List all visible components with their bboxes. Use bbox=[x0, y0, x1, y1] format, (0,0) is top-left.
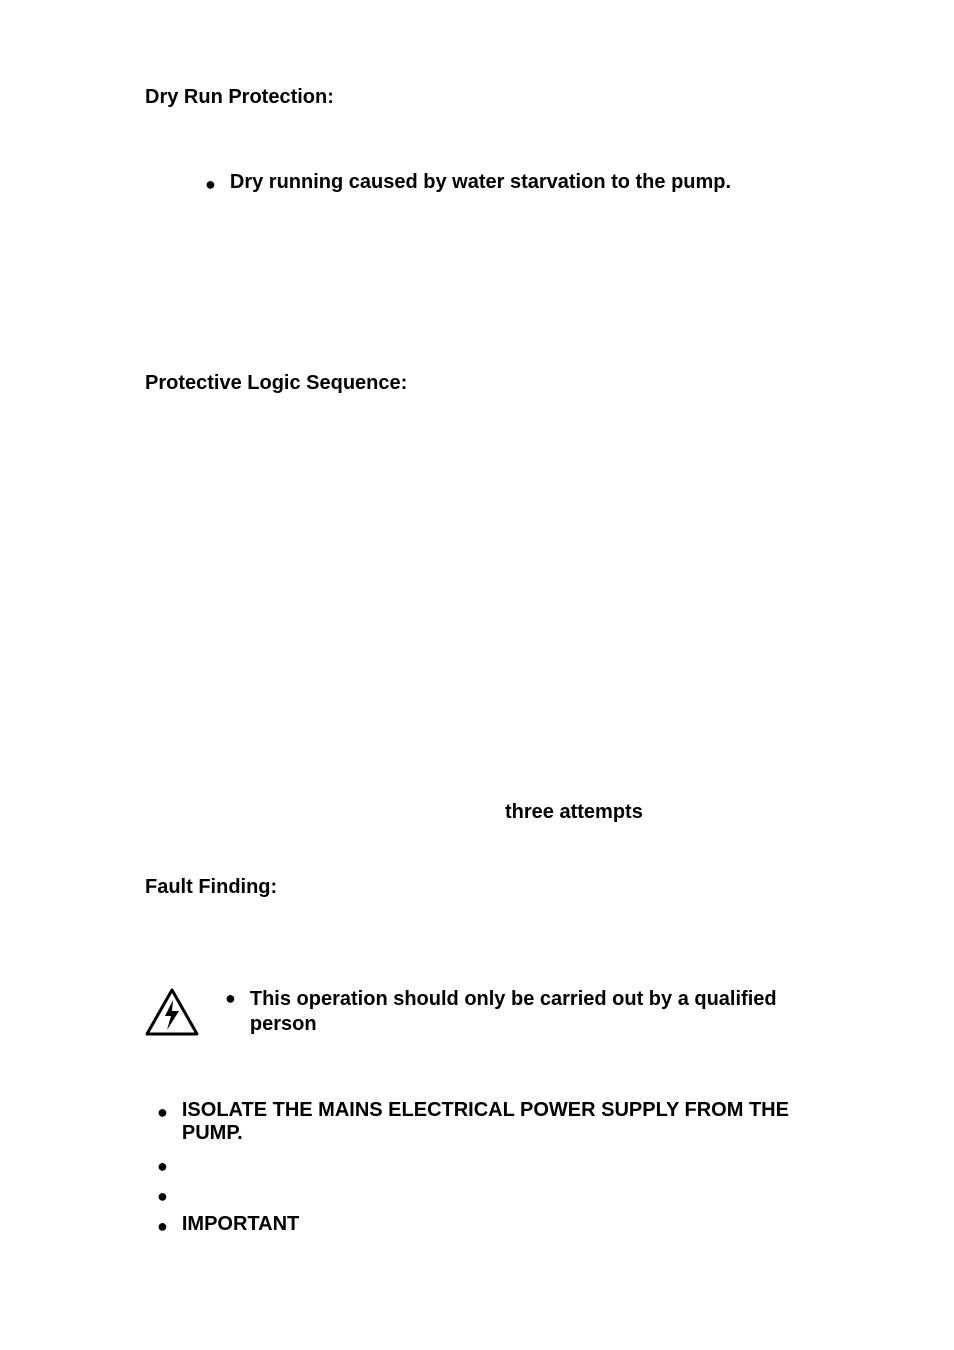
dry-run-bullet-row: ● Dry running caused by water starvation… bbox=[205, 171, 809, 194]
fault-bullet-list: ● ISOLATE THE MAINS ELECTRICAL POWER SUP… bbox=[157, 1099, 809, 1236]
empty-bullet-row-1: ● bbox=[157, 1153, 809, 1175]
bullet-dot-icon: ● bbox=[157, 1103, 168, 1121]
empty-bullet-row-2: ● bbox=[157, 1183, 809, 1205]
isolate-bullet-row: ● ISOLATE THE MAINS ELECTRICAL POWER SUP… bbox=[157, 1099, 809, 1145]
dry-run-heading: Dry Run Protection: bbox=[145, 86, 809, 109]
bullet-dot-icon: ● bbox=[225, 989, 236, 1007]
warning-bullet-row: ● This operation should only be carried … bbox=[225, 987, 790, 1037]
important-bullet-row: ● IMPORTANT bbox=[157, 1213, 809, 1236]
three-attempts-text: three attempts bbox=[505, 801, 809, 824]
important-bullet-text: IMPORTANT bbox=[182, 1213, 299, 1236]
warning-bullet-text: This operation should only be carried ou… bbox=[250, 987, 790, 1037]
bullet-dot-icon: ● bbox=[157, 1157, 168, 1175]
bullet-dot-icon: ● bbox=[205, 175, 216, 193]
isolate-bullet-text: ISOLATE THE MAINS ELECTRICAL POWER SUPPL… bbox=[182, 1099, 809, 1145]
fault-finding-heading: Fault Finding: bbox=[145, 876, 809, 899]
electrical-hazard-icon bbox=[145, 988, 205, 1036]
protective-logic-heading: Protective Logic Sequence: bbox=[145, 372, 809, 395]
bullet-dot-icon: ● bbox=[157, 1187, 168, 1205]
bullet-dot-icon: ● bbox=[157, 1217, 168, 1235]
document-page: Dry Run Protection: ● Dry running caused… bbox=[0, 0, 954, 1350]
dry-run-bullet-text: Dry running caused by water starvation t… bbox=[230, 171, 731, 194]
warning-row: ● This operation should only be carried … bbox=[145, 987, 809, 1037]
